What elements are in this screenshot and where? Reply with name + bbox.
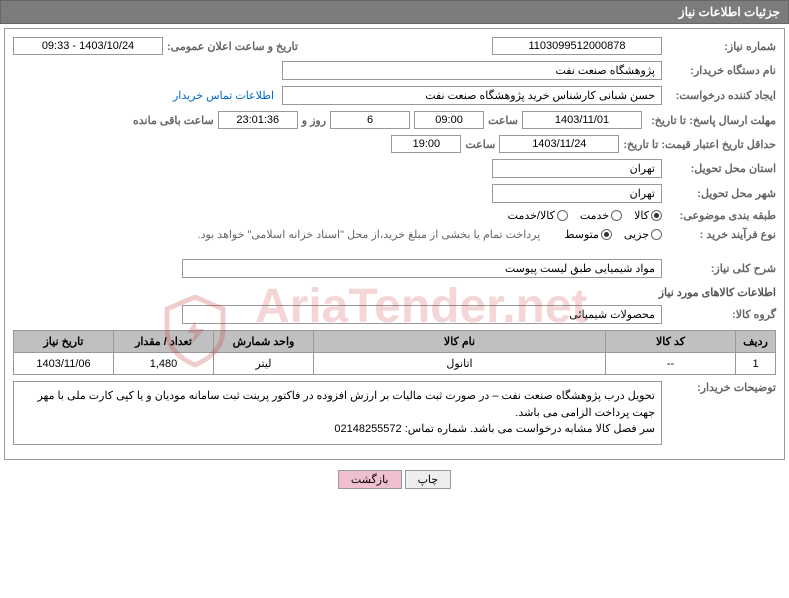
radio-icon xyxy=(651,210,662,221)
radio-label-kala-khedmat: کالا/خدمت xyxy=(508,209,555,222)
row-goods-group: گروه کالا: محصولات شیمیائی xyxy=(13,305,776,324)
value-delivery-province: تهران xyxy=(492,159,662,178)
label-response-deadline: مهلت ارسال پاسخ: تا تاریخ: xyxy=(646,114,776,127)
label-announce-datetime: تاریخ و ساعت اعلان عمومی: xyxy=(167,40,298,53)
label-general-desc: شرح کلی نیاز: xyxy=(666,262,776,275)
radio-icon xyxy=(601,229,612,240)
value-deadline-days: 6 xyxy=(330,111,410,129)
radio-group-subject: کالا خدمت کالا/خدمت xyxy=(508,209,662,222)
row-response-deadline: مهلت ارسال پاسخ: تا تاریخ: 1403/11/01 سا… xyxy=(13,111,776,129)
value-delivery-city: تهران xyxy=(492,184,662,203)
label-buyer-org: نام دستگاه خریدار: xyxy=(666,64,776,77)
row-subject-class: طبقه بندی موضوعی: کالا خدمت کالا/خدمت xyxy=(13,209,776,222)
col-row: ردیف xyxy=(736,331,776,353)
page-header: جزئیات اطلاعات نیاز xyxy=(0,0,789,24)
radio-label-kala: کالا xyxy=(634,209,649,222)
value-goods-group: محصولات شیمیائی xyxy=(182,305,662,324)
radio-kala-khedmat[interactable]: کالا/خدمت xyxy=(508,209,568,222)
radio-kala[interactable]: کالا xyxy=(634,209,662,222)
label-delivery-city: شهر محل تحویل: xyxy=(666,187,776,200)
cell-unit: لیتر xyxy=(214,353,314,375)
radio-label-khedmat: خدمت xyxy=(580,209,609,222)
value-deadline-date: 1403/11/01 xyxy=(522,111,642,129)
radio-medium[interactable]: متوسط xyxy=(564,228,612,241)
row-purchase-type: نوع فرآیند خرید : جزیی متوسط پرداخت تمام… xyxy=(13,228,776,241)
back-button[interactable]: بازگشت xyxy=(338,470,402,489)
col-qty: تعداد / مقدار xyxy=(114,331,214,353)
table-row: 1 -- اتانول لیتر 1,480 1403/11/06 xyxy=(14,353,776,375)
radio-icon xyxy=(651,229,662,240)
radio-label-medium: متوسط xyxy=(564,228,599,241)
row-delivery-city: شهر محل تحویل: تهران xyxy=(13,184,776,203)
row-general-desc: شرح کلی نیاز: مواد شیمیایی طبق لیست پیوس… xyxy=(13,259,776,278)
row-need-number: شماره نیاز: 1103099512000878 تاریخ و ساع… xyxy=(13,37,776,55)
col-date: تاریخ نیاز xyxy=(14,331,114,353)
label-deadline-time: ساعت xyxy=(488,114,518,127)
col-name: نام کالا xyxy=(314,331,606,353)
main-form: AriaTender.net شماره نیاز: 1103099512000… xyxy=(4,28,785,460)
row-buyer-org: نام دستگاه خریدار: پژوهشگاه صنعت نفت xyxy=(13,61,776,80)
label-days-and: روز و xyxy=(302,114,326,127)
col-unit: واحد شمارش xyxy=(214,331,314,353)
cell-name: اتانول xyxy=(314,353,606,375)
cell-date: 1403/11/06 xyxy=(14,353,114,375)
row-delivery-province: استان محل تحویل: تهران xyxy=(13,159,776,178)
value-deadline-remaining: 23:01:36 xyxy=(218,111,298,129)
section-goods-info: اطلاعات کالاهای مورد نیاز xyxy=(13,286,776,299)
cell-row: 1 xyxy=(736,353,776,375)
row-buyer-notes: توضیحات خریدار: تحویل درب پژوهشگاه صنعت … xyxy=(13,381,776,445)
value-deadline-time: 09:00 xyxy=(414,111,484,129)
col-code: کد کالا xyxy=(606,331,736,353)
page-title: جزئیات اطلاعات نیاز xyxy=(679,5,780,19)
row-requester: ایجاد کننده درخواست: حسن شبانی کارشناس خ… xyxy=(13,86,776,105)
label-need-number: شماره نیاز: xyxy=(666,40,776,53)
value-validity-date: 1403/11/24 xyxy=(499,135,619,153)
value-buyer-org: پژوهشگاه صنعت نفت xyxy=(282,61,662,80)
label-buyer-notes: توضیحات خریدار: xyxy=(666,381,776,394)
value-buyer-notes: تحویل درب پژوهشگاه صنعت نفت – در صورت ثب… xyxy=(13,381,662,445)
radio-label-partial: جزیی xyxy=(624,228,649,241)
goods-table: ردیف کد کالا نام کالا واحد شمارش تعداد /… xyxy=(13,330,776,375)
label-purchase-type: نوع فرآیند خرید : xyxy=(666,228,776,241)
radio-khedmat[interactable]: خدمت xyxy=(580,209,622,222)
print-button[interactable]: چاپ xyxy=(405,470,452,489)
value-announce-datetime: 1403/10/24 - 09:33 xyxy=(13,37,163,55)
value-validity-time: 19:00 xyxy=(391,135,461,153)
label-goods-group: گروه کالا: xyxy=(666,308,776,321)
link-buyer-contact[interactable]: اطلاعات تماس خریدار xyxy=(173,89,274,102)
value-requester: حسن شبانی کارشناس خرید پژوهشگاه صنعت نفت xyxy=(282,86,662,105)
cell-code: -- xyxy=(606,353,736,375)
label-remaining: ساعت باقی مانده xyxy=(133,114,214,127)
row-price-validity: حداقل تاریخ اعتبار قیمت: تا تاریخ: 1403/… xyxy=(13,135,776,153)
radio-partial[interactable]: جزیی xyxy=(624,228,662,241)
button-row: چاپ بازگشت xyxy=(0,470,789,489)
table-header-row: ردیف کد کالا نام کالا واحد شمارش تعداد /… xyxy=(14,331,776,353)
cell-qty: 1,480 xyxy=(114,353,214,375)
label-delivery-province: استان محل تحویل: xyxy=(666,162,776,175)
value-need-number: 1103099512000878 xyxy=(492,37,662,55)
radio-icon xyxy=(611,210,622,221)
value-general-desc: مواد شیمیایی طبق لیست پیوست xyxy=(182,259,662,278)
label-validity-time: ساعت xyxy=(465,138,495,151)
radio-icon xyxy=(557,210,568,221)
label-requester: ایجاد کننده درخواست: xyxy=(666,89,776,102)
label-price-validity: حداقل تاریخ اعتبار قیمت: تا تاریخ: xyxy=(623,138,776,151)
label-subject-class: طبقه بندی موضوعی: xyxy=(666,209,776,222)
purchase-note: پرداخت تمام یا بخشی از مبلغ خرید،از محل … xyxy=(198,228,541,241)
radio-group-purchase: جزیی متوسط xyxy=(564,228,662,241)
